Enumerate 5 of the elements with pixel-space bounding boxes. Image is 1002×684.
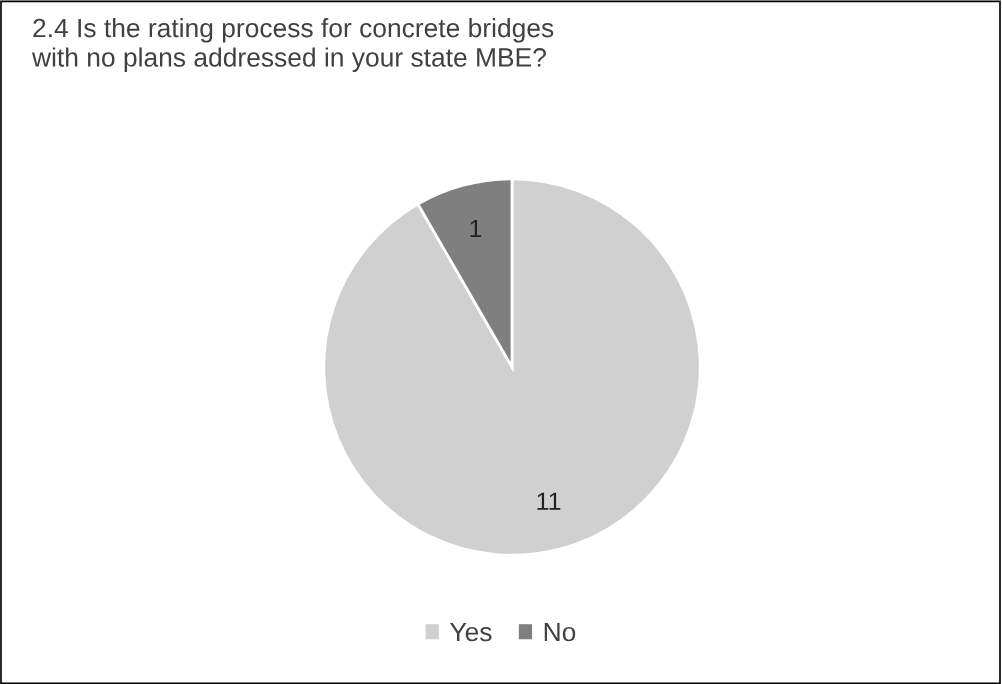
legend-label: Yes: [449, 622, 492, 642]
data-label: 1: [470, 219, 482, 238]
data-label: 11: [537, 492, 561, 510]
chart-title: 2.4 Is the rating process for concrete bridges with no plans addressed in your state MBE?: [31, 18, 554, 72]
legend-label: No: [544, 622, 576, 642]
